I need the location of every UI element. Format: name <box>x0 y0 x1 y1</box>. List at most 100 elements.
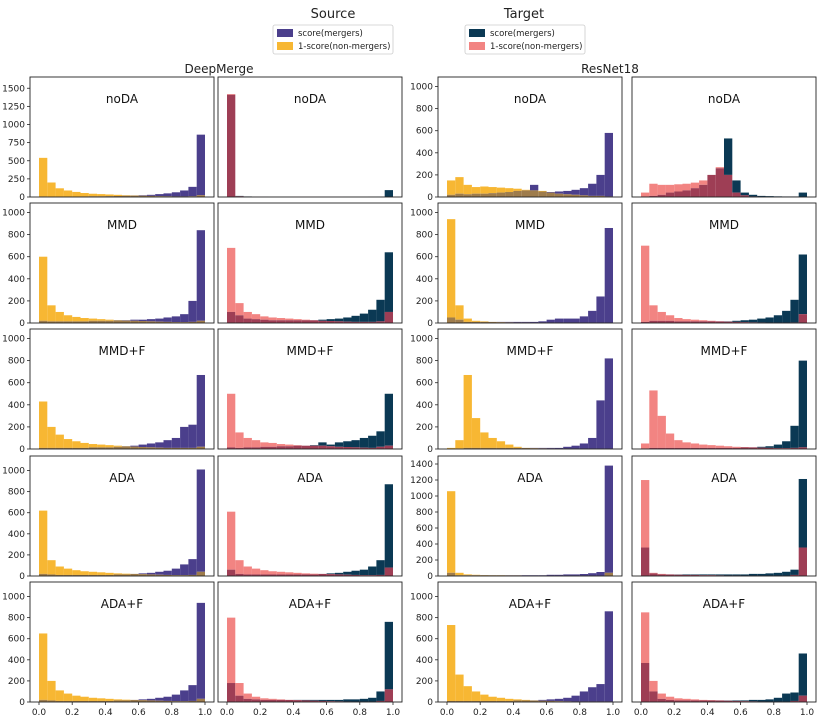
y-tick-label: 800 <box>416 231 433 241</box>
y-tick-label: 0 <box>19 193 25 203</box>
hist-bar-r1-c3-b2 <box>657 311 666 321</box>
hist-overlap-r4-c3-b11 <box>732 700 741 702</box>
hist-bar-r1-c1-b8 <box>293 319 302 321</box>
panel-r3-c3: ADA <box>631 455 817 577</box>
hist-bar-r1-c0-b8 <box>105 319 114 321</box>
hist-bar-r4-c1-b9 <box>301 699 310 701</box>
hist-bar-r0-c2-b1 <box>455 177 464 194</box>
hist-bar-r0-c2-b6 <box>496 187 506 193</box>
hist-bar-r4-c1-b15 <box>351 699 360 702</box>
hist-bar-r3-c0-b7 <box>97 572 106 575</box>
hist-overlap-r3-c0-b19 <box>196 571 205 576</box>
hist-bar-r4-c2-b9 <box>521 699 530 701</box>
hist-overlap-r3-c3-b6 <box>690 574 700 576</box>
hist-overlap-r3-c0-b15 <box>163 574 172 576</box>
hist-overlap-r0-c3-b6 <box>690 188 700 197</box>
hist-bar-r4-c1-b16 <box>359 698 369 702</box>
y-tick-label: 600 <box>8 635 25 645</box>
hist-overlap-r1-c1-b12 <box>326 321 335 323</box>
hist-overlap-r4-c1-b18 <box>376 700 385 702</box>
hist-bar-r1-c0-b15 <box>163 317 172 322</box>
hist-overlap-r3-c0-b13 <box>146 574 156 576</box>
hist-overlap-r4-c1-b4 <box>260 699 269 702</box>
hist-bar-r2-c1-b11 <box>318 442 327 446</box>
hist-bar-r4-c0-b10 <box>122 699 131 701</box>
hist-overlap-r2-c1-b18 <box>376 446 385 449</box>
hist-overlap-r4-c2-b4 <box>480 700 489 702</box>
hist-bar-r2-c2-b14 <box>563 446 572 449</box>
hist-bar-r3-c3-b1 <box>649 572 658 574</box>
y-tick-label: 0 <box>427 698 433 708</box>
hist-bar-r1-c2-b15 <box>571 318 580 323</box>
hist-overlap-r3-c3-b19 <box>798 547 807 576</box>
hist-bar-r4-c2-b13 <box>554 698 564 702</box>
hist-bar-r3-c2-b13 <box>554 574 564 576</box>
hist-bar-r2-c1-b1 <box>235 432 244 448</box>
y-tick-label: 200 <box>416 171 433 181</box>
hist-overlap-r4-c0-b18 <box>188 700 197 702</box>
hist-overlap-r2-c1-b12 <box>326 446 335 449</box>
y-tick-label: 250 <box>8 175 25 185</box>
hist-overlap-r3-c0-b1 <box>47 574 56 576</box>
hist-overlap-r1-c2-b5 <box>488 321 497 323</box>
hist-bar-r1-c1-b9 <box>301 319 310 321</box>
hist-overlap-r3-c0-b12 <box>138 574 147 576</box>
hist-bar-r0-c0-b18 <box>188 186 197 197</box>
hist-bar-r3-c1-b2 <box>243 566 252 575</box>
hist-overlap-r1-c1-b14 <box>343 321 352 323</box>
hist-bar-r3-c1-b18 <box>376 560 385 575</box>
hist-bar-r0-c2-b17 <box>588 183 597 196</box>
panel-frame <box>217 455 403 577</box>
hist-overlap-r2-c1-b15 <box>351 447 360 449</box>
hist-bar-r2-c3-b2 <box>657 415 666 448</box>
hist-bar-r4-c0-b4 <box>72 695 81 701</box>
hist-bar-r1-c0-b12 <box>138 319 147 322</box>
hist-overlap-r0-c2-b11 <box>538 191 547 197</box>
hist-bar-r3-c2-b19 <box>604 465 613 573</box>
hist-bar-r2-c2-b17 <box>588 437 597 449</box>
hist-overlap-r2-c1-b3 <box>251 447 261 449</box>
hist-overlap-r2-c2-b5 <box>488 447 497 449</box>
hist-overlap-r4-c2-b12 <box>546 700 555 702</box>
hist-bar-r1-c2-b16 <box>579 316 589 323</box>
hist-overlap-r2-c0-b3 <box>63 447 73 449</box>
hist-bar-r4-c1-b3 <box>251 696 261 700</box>
hist-overlap-r1-c1-b16 <box>359 321 369 323</box>
panel-label: MMD <box>295 218 325 232</box>
hist-overlap-r0-c2-b2 <box>463 194 472 197</box>
hist-bar-r1-c3-b5 <box>682 319 691 322</box>
panel-r4-c3: ADA+F 0.0 0.2 0.4 0.6 0.8 1.0 <box>631 581 817 718</box>
hist-overlap-r3-c0-b4 <box>72 574 81 576</box>
hist-bar-r2-c3-b19 <box>798 360 807 448</box>
hist-bar-r0-c3-b1 <box>649 183 658 196</box>
hist-overlap-r1-c3-b11 <box>732 321 741 323</box>
hist-bar-r0-c0-b6 <box>88 193 98 197</box>
hist-overlap-r1-c2-b2 <box>463 321 472 323</box>
hist-overlap-r0-c3-b10 <box>724 174 733 197</box>
panel-label: ADA+F <box>703 597 746 611</box>
panel-r0-c3: noDA <box>631 76 817 198</box>
hist-overlap-r4-c3-b0 <box>641 662 650 702</box>
hist-overlap-r0-c2-b14 <box>563 194 572 197</box>
y-tick-label: 400 <box>8 401 25 411</box>
hist-bar-r3-c3-b12 <box>740 574 749 576</box>
panel-r3-c0: ADA 0 200 400 600 800 1000 <box>2 455 215 582</box>
hist-bar-r3-c1-b17 <box>368 566 377 576</box>
hist-overlap-r1-c1-b10 <box>310 320 319 323</box>
y-tick-label: 1000 <box>2 593 25 603</box>
hist-bar-r4-c2-b8 <box>513 699 522 701</box>
hist-bar-r1-c0-b19 <box>196 230 205 321</box>
x-tick-label: 0.0 <box>32 708 47 718</box>
hist-bar-r0-c2-b14 <box>563 190 572 195</box>
y-tick-label: 400 <box>416 275 433 285</box>
hist-bar-r2-c2-b3 <box>471 418 481 448</box>
hist-overlap-r4-c3-b9 <box>715 700 724 702</box>
hist-bar-r1-c2-b1 <box>455 305 464 320</box>
hist-overlap-r4-c3-b8 <box>707 700 716 702</box>
hist-overlap-r4-c3-b2 <box>657 698 666 702</box>
hist-overlap-r3-c1-b10 <box>310 574 319 576</box>
hist-bar-r3-c3-b0 <box>641 480 650 548</box>
hist-overlap-r0-c2-b9 <box>521 190 530 197</box>
hist-overlap-r2-c1-b14 <box>343 447 352 449</box>
hist-bar-r0-c0-b4 <box>72 191 81 197</box>
